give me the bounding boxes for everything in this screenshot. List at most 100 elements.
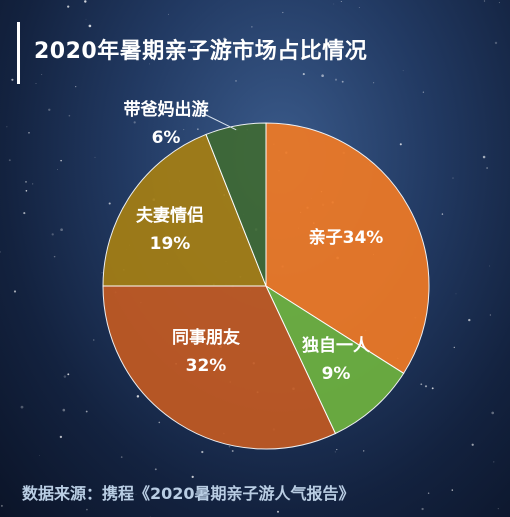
- pie-slice-1: [265, 122, 430, 375]
- star: [193, 45, 195, 48]
- star: [488, 265, 490, 267]
- star: [60, 159, 62, 162]
- star: [136, 395, 140, 398]
- star: [23, 212, 26, 215]
- star: [197, 128, 199, 130]
- slice-value-3: 32%: [186, 356, 227, 376]
- star: [168, 13, 169, 15]
- star: [317, 43, 319, 46]
- star: [13, 290, 17, 293]
- star: [0, 251, 1, 253]
- star: [302, 73, 305, 76]
- star: [333, 3, 335, 5]
- star: [183, 129, 185, 131]
- star: [268, 487, 270, 488]
- star: [471, 443, 474, 446]
- star: [228, 445, 231, 448]
- slice-value-4: 19%: [150, 234, 191, 254]
- star: [35, 83, 37, 84]
- slice-value-2: 9%: [322, 364, 351, 384]
- star: [321, 74, 324, 77]
- star: [402, 70, 404, 72]
- star: [431, 387, 434, 390]
- slice-label-4: 夫妻情侣: [136, 205, 204, 226]
- star: [41, 73, 43, 75]
- star: [8, 159, 11, 162]
- title-accent-bar: [17, 22, 20, 84]
- star: [421, 507, 424, 511]
- star: [497, 508, 499, 510]
- star: [108, 202, 111, 205]
- star: [133, 121, 136, 124]
- star: [427, 492, 430, 494]
- star: [441, 213, 444, 215]
- star: [63, 375, 67, 378]
- star: [48, 108, 51, 111]
- star: [67, 5, 70, 8]
- star: [62, 408, 66, 412]
- star: [85, 410, 88, 413]
- slice-label-3: 同事朋友: [172, 327, 240, 348]
- star: [358, 7, 360, 9]
- star: [84, 0, 87, 3]
- star: [424, 385, 428, 388]
- star: [149, 515, 151, 517]
- star: [334, 78, 338, 81]
- slice-value-1: 亲子34%: [309, 227, 384, 248]
- star: [85, 18, 87, 20]
- star: [25, 189, 28, 192]
- star: [101, 272, 103, 274]
- star: [491, 411, 495, 415]
- star: [201, 450, 204, 454]
- star: [51, 233, 54, 236]
- star: [235, 80, 237, 82]
- star: [334, 451, 336, 453]
- star: [493, 461, 495, 463]
- star: [277, 510, 279, 513]
- star: [115, 487, 117, 490]
- star: [420, 383, 423, 386]
- star: [32, 183, 34, 185]
- star: [120, 456, 123, 458]
- star: [453, 346, 455, 349]
- star: [251, 26, 253, 28]
- star: [158, 421, 161, 424]
- star: [336, 449, 338, 451]
- star: [399, 143, 402, 146]
- star: [315, 51, 317, 52]
- star: [468, 318, 471, 322]
- star: [135, 494, 137, 495]
- star: [88, 24, 92, 28]
- star: [86, 508, 88, 511]
- star: [154, 468, 157, 471]
- star: [53, 255, 56, 258]
- star: [334, 38, 337, 41]
- star: [25, 181, 27, 183]
- star: [341, 80, 344, 83]
- star: [11, 78, 14, 81]
- star: [122, 489, 124, 492]
- star: [75, 86, 77, 88]
- star: [39, 455, 40, 456]
- star: [422, 91, 425, 93]
- pie-slice-2: [264, 284, 405, 435]
- star: [489, 314, 492, 316]
- star: [232, 498, 236, 502]
- star: [282, 11, 284, 14]
- data-source-note: 数据来源：携程《2020暑期亲子游人气报告》: [22, 484, 355, 503]
- star: [67, 373, 70, 376]
- star: [148, 63, 150, 65]
- pie-slice-4: [102, 133, 267, 287]
- star: [28, 131, 30, 134]
- star: [223, 37, 226, 41]
- star: [340, 0, 342, 3]
- chart-title: 2020年暑期亲子游市场占比情况: [34, 39, 368, 64]
- leader-line: [199, 111, 237, 131]
- slice-label-5: 带爸妈出游: [124, 99, 209, 120]
- star: [363, 450, 365, 452]
- star: [57, 169, 58, 171]
- star: [59, 435, 63, 439]
- star: [455, 293, 457, 295]
- star: [231, 450, 234, 452]
